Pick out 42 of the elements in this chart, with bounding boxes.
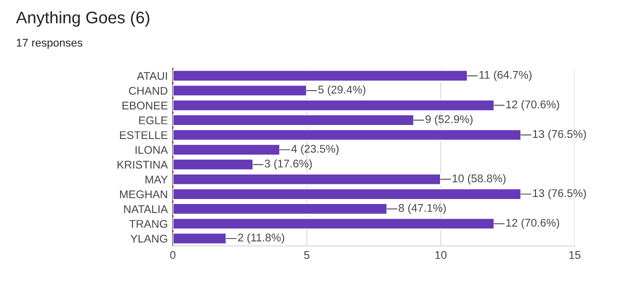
bar (172, 84, 308, 97)
x-tick-label: 15 (569, 251, 580, 259)
bar (172, 173, 442, 186)
data-label: 12 (70.6%) (506, 100, 560, 111)
bar (172, 232, 228, 245)
data-label: 13 (76.5%) (533, 130, 586, 140)
data-label: 2 (11.8%) (238, 233, 284, 244)
y-tick-label: EBONEE (122, 102, 168, 110)
data-label: 8 (47.1%) (398, 204, 446, 214)
x-tick-label: 5 (304, 251, 310, 259)
x-tick-label: 10 (435, 251, 446, 259)
bar (172, 158, 254, 171)
data-label: 13 (76.5%) (533, 188, 586, 200)
y-tick-label: NATALIA (124, 205, 168, 213)
text: 17 responses (16, 38, 82, 49)
bar (172, 188, 522, 200)
y-tick-label: KRISTINA (118, 160, 168, 169)
y-tick-label: CHAND (128, 86, 168, 95)
bar (172, 217, 496, 230)
bar (172, 70, 468, 82)
bar (172, 128, 522, 142)
x-tick-label: 0 (170, 251, 176, 259)
y-tick-label: ESTELLE (120, 131, 168, 140)
bar (172, 99, 496, 112)
bar (172, 114, 415, 126)
data-label: 3 (17.6%) (264, 159, 312, 170)
y-tick-label: TRANG (129, 220, 168, 228)
y-tick-label: YLANG (130, 234, 168, 243)
y-tick-label: ILONA (136, 146, 168, 154)
data-label: 5 (29.4%) (318, 85, 366, 96)
data-label: 12 (70.6%) (506, 218, 560, 229)
data-label: 10 (58.8%) (452, 174, 506, 184)
y-tick-label: MEGHAN (120, 190, 168, 198)
bar (172, 144, 281, 156)
data-label: 4 (23.5%) (291, 144, 339, 155)
chart-title: Anything Goes (6) (16, 11, 150, 27)
data-label: 9 (52.9%) (426, 114, 473, 126)
y-tick-label: ATAUI (136, 72, 167, 80)
y-tick-label: EGLE (139, 116, 168, 124)
y-tick-label: MAY (146, 176, 168, 184)
bar (172, 202, 388, 216)
data-label: 11 (64.7%) (480, 70, 532, 81)
